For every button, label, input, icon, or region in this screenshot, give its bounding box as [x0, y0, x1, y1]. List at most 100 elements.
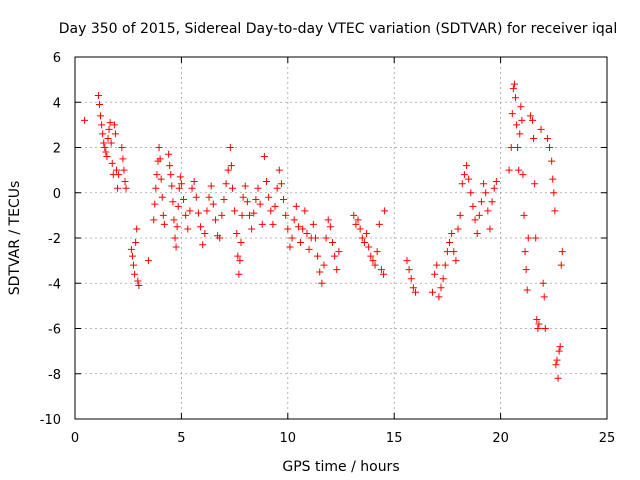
- data-point: [320, 261, 328, 269]
- data-point: [335, 248, 343, 256]
- data-point: [128, 252, 136, 260]
- data-point: [505, 166, 513, 174]
- data-point: [203, 207, 211, 215]
- data-point: [135, 282, 143, 290]
- data-point: [311, 234, 319, 242]
- data-point: [456, 211, 464, 219]
- data-point: [381, 207, 389, 215]
- data-point: [151, 200, 159, 208]
- data-point: [98, 121, 106, 129]
- data-point: [127, 245, 135, 253]
- data-point: [144, 257, 152, 265]
- x-tick-label: 20: [492, 431, 509, 446]
- data-point: [81, 116, 89, 124]
- y-tick-label: -8: [48, 368, 61, 383]
- data-point: [297, 239, 305, 247]
- data-point: [101, 144, 109, 151]
- data-point: [277, 180, 285, 188]
- data-point: [227, 162, 235, 170]
- data-point: [209, 200, 217, 208]
- data-point: [429, 288, 437, 296]
- data-point: [165, 150, 173, 158]
- data-point: [356, 225, 364, 233]
- data-point: [477, 198, 485, 206]
- data-point: [252, 196, 260, 204]
- y-tick-label: 4: [53, 96, 61, 111]
- data-point: [103, 153, 111, 161]
- data-point: [549, 175, 557, 183]
- data-point: [280, 196, 288, 204]
- data-point: [156, 155, 164, 163]
- data-point: [172, 243, 180, 251]
- data-point: [95, 101, 103, 109]
- data-point: [235, 270, 243, 278]
- x-tick-label: 0: [71, 431, 79, 446]
- data-point: [303, 229, 311, 237]
- data-point: [99, 130, 107, 138]
- data-point: [100, 139, 108, 147]
- data-point: [490, 184, 498, 192]
- data-point: [231, 207, 239, 215]
- data-point: [465, 175, 473, 183]
- data-point: [245, 211, 253, 219]
- data-point: [236, 257, 244, 265]
- data-point: [543, 134, 551, 142]
- data-point: [157, 175, 165, 183]
- data-point: [294, 223, 302, 231]
- data-point: [507, 144, 515, 151]
- data-point: [167, 171, 175, 179]
- data-point: [133, 225, 141, 233]
- data-point: [121, 177, 129, 185]
- data-point: [516, 130, 524, 138]
- data-point: [551, 207, 559, 215]
- data-point: [173, 223, 181, 231]
- data-point: [358, 234, 366, 242]
- data-point: [275, 166, 283, 174]
- data-point: [441, 261, 449, 269]
- data-point: [114, 184, 122, 192]
- data-point: [331, 252, 339, 260]
- data-point: [220, 196, 228, 204]
- data-point: [509, 85, 517, 93]
- data-point: [518, 116, 526, 124]
- data-point: [199, 241, 207, 249]
- data-point: [260, 153, 268, 161]
- data-point: [111, 130, 119, 138]
- x-tick-label: 10: [280, 431, 297, 446]
- data-point: [180, 196, 188, 204]
- data-point: [186, 207, 194, 215]
- data-point: [322, 234, 330, 242]
- data-point: [446, 239, 454, 247]
- data-point: [250, 209, 258, 217]
- data-point: [134, 277, 142, 285]
- data-point: [174, 202, 182, 210]
- data-point: [529, 116, 537, 124]
- data-point: [105, 125, 113, 133]
- data-point: [531, 180, 539, 188]
- data-point: [519, 171, 527, 179]
- data-point: [131, 270, 139, 278]
- data-point: [492, 177, 500, 185]
- data-point: [555, 347, 563, 355]
- data-point: [526, 112, 534, 120]
- data-point: [222, 180, 230, 188]
- data-point: [475, 211, 483, 219]
- data-point: [224, 166, 232, 174]
- data-point: [460, 171, 468, 179]
- data-point: [130, 261, 138, 269]
- data-point: [488, 198, 496, 206]
- data-point: [458, 180, 466, 188]
- data-point: [171, 234, 179, 242]
- data-point: [168, 182, 176, 190]
- data-point: [267, 207, 275, 215]
- data-point: [540, 293, 548, 301]
- data-point: [482, 189, 490, 197]
- chart-title: Day 350 of 2015, Sidereal Day-to-day VTE…: [59, 21, 617, 37]
- data-point: [284, 225, 292, 233]
- y-tick-label: -2: [48, 232, 61, 247]
- data-point: [211, 216, 219, 224]
- data-point: [409, 284, 417, 292]
- data-point: [292, 202, 300, 210]
- data-point: [486, 225, 494, 233]
- data-point: [537, 125, 545, 133]
